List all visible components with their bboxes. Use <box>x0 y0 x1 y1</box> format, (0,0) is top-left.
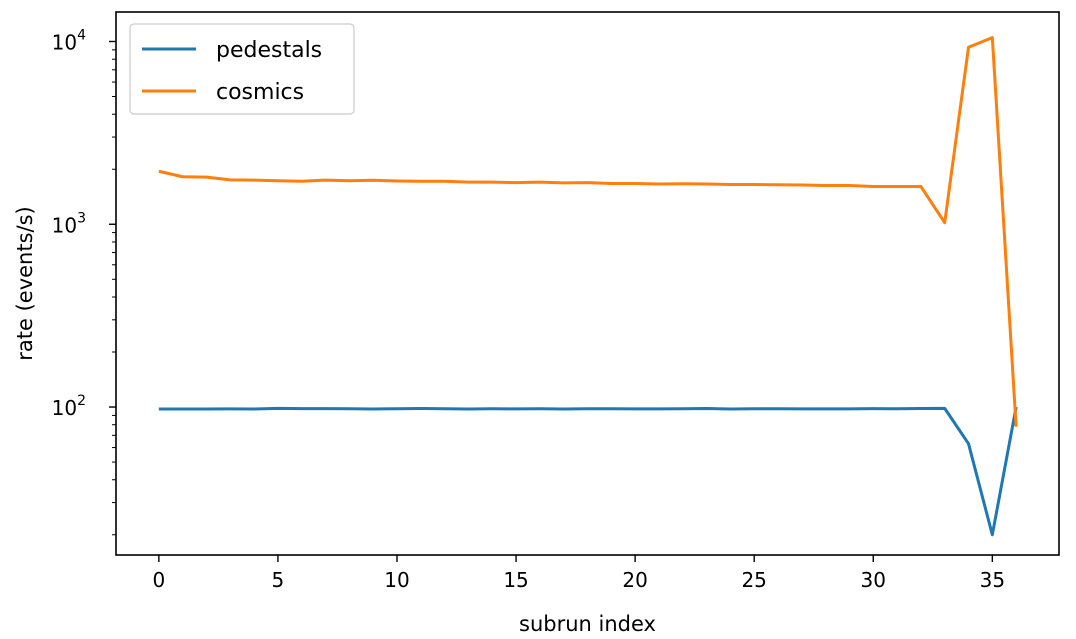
x-tick-label: 5 <box>272 568 285 592</box>
y-tick-label: 102 <box>52 393 86 420</box>
series-line-cosmics <box>158 36 1018 427</box>
y-axis: 102 103 104 <box>52 27 116 536</box>
y-axis-label: rate (events/s) <box>13 206 37 361</box>
x-tick-label: 20 <box>622 568 647 592</box>
legend-label-pedestals: pedestals <box>216 38 322 63</box>
x-tick-label: 35 <box>980 568 1005 592</box>
x-axis: 0 5 10 15 20 25 30 35 <box>152 555 1005 592</box>
x-tick-label: 30 <box>861 568 886 592</box>
series-group <box>158 36 1018 537</box>
x-tick-label: 15 <box>503 568 528 592</box>
legend-label-cosmics: cosmics <box>216 80 304 105</box>
y-tick-label: 104 <box>52 27 86 54</box>
x-tick-label: 0 <box>152 568 165 592</box>
x-axis-label: subrun index <box>519 612 656 636</box>
plot-frame <box>115 11 1060 556</box>
legend: pedestals cosmics <box>129 23 355 115</box>
y-tick-label: 103 <box>52 210 86 237</box>
series-line-pedestals <box>158 406 1018 537</box>
x-tick-label: 10 <box>384 568 409 592</box>
x-tick-label: 25 <box>741 568 766 592</box>
